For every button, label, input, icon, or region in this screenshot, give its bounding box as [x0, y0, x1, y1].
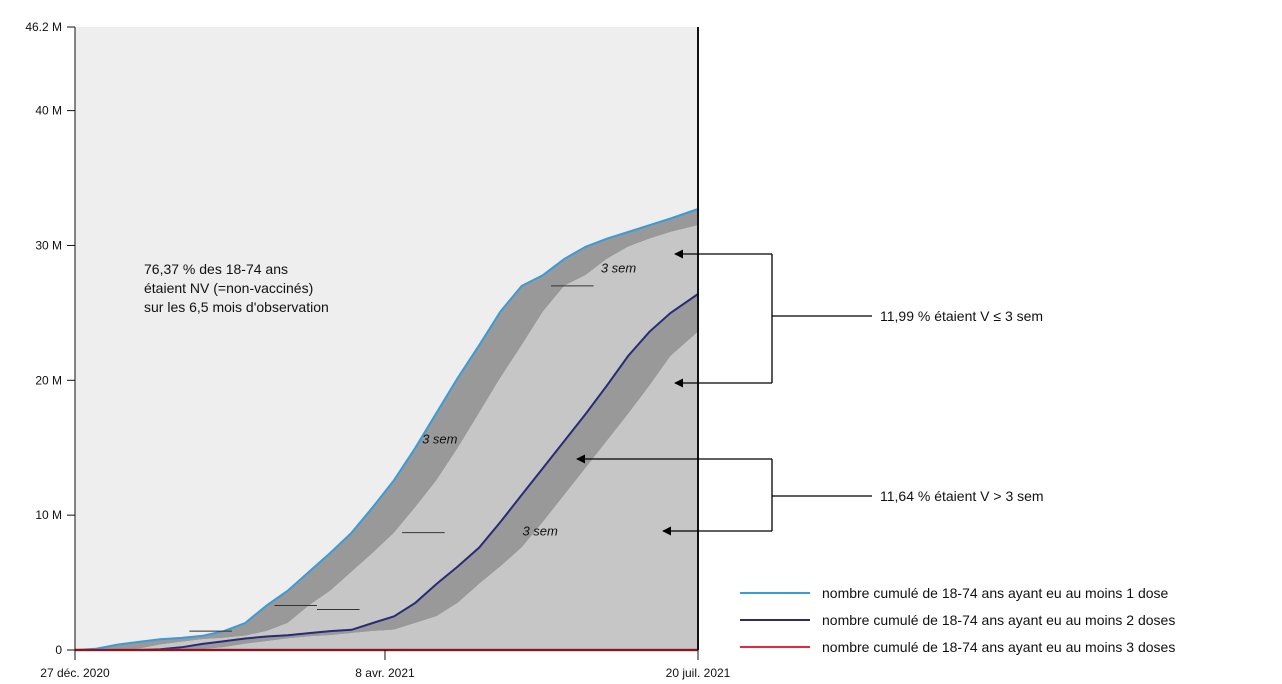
band-dose2-old	[75, 331, 698, 650]
sem-label: 3 sem	[422, 432, 458, 447]
sem-marks-layer: 3 sem 3 sem 3 sem	[189, 260, 637, 632]
sem-label: 3 sem	[601, 260, 637, 275]
x-axis-ticks: 27 déc. 2020 8 avr. 2021 20 juil. 2021	[40, 650, 731, 680]
y-tick-label: 20 M	[35, 373, 62, 387]
nv-line-1: 76,37 % des 18-74 ans	[144, 261, 288, 277]
legend-label-1-dose: nombre cumulé de 18-74 ans ayant eu au m…	[822, 585, 1169, 601]
band-dose2-recent	[75, 294, 698, 650]
bracket-v-le-3sem	[674, 249, 872, 388]
series-line-2-doses	[75, 293, 699, 651]
y-tick-label: 10 M	[35, 508, 62, 522]
band-layer	[75, 209, 698, 650]
y-axis-ticks: 0 10 M 20 M 30 M 40 M 46.2 M	[25, 20, 75, 657]
y-tick-label: 40 M	[35, 104, 62, 118]
nv-annotation: 76,37 % des 18-74 ans étaient NV (=non-v…	[144, 261, 329, 315]
x-tick-label: 8 avr. 2021	[355, 666, 415, 680]
v-gt-3sem-label: 11,64 % étaient V > 3 sem	[880, 488, 1044, 504]
y-tick-label: 30 M	[35, 238, 62, 252]
sem-label: 3 sem	[522, 523, 558, 538]
x-tick-label: 27 déc. 2020	[40, 666, 110, 680]
series-line-1-dose	[74, 208, 699, 651]
nv-line-2: étaient NV (=non-vaccinés)	[144, 280, 313, 296]
y-tick-label: 0	[55, 643, 62, 657]
nv-line-3: sur les 6,5 mois d'observation	[144, 299, 329, 315]
y-tick-label: 46.2 M	[25, 20, 62, 34]
legend-label-2-doses: nombre cumulé de 18-74 ans ayant eu au m…	[822, 612, 1175, 628]
x-tick-label: 20 juil. 2021	[666, 666, 731, 680]
bracket-v-gt-3sem	[576, 454, 872, 536]
legend: nombre cumulé de 18-74 ans ayant eu au m…	[740, 585, 1175, 655]
legend-label-3-doses: nombre cumulé de 18-74 ans ayant eu au m…	[822, 639, 1175, 655]
band-dose1-old	[75, 225, 698, 650]
v-le-3sem-label: 11,99 % étaient V ≤ 3 sem	[880, 308, 1043, 324]
